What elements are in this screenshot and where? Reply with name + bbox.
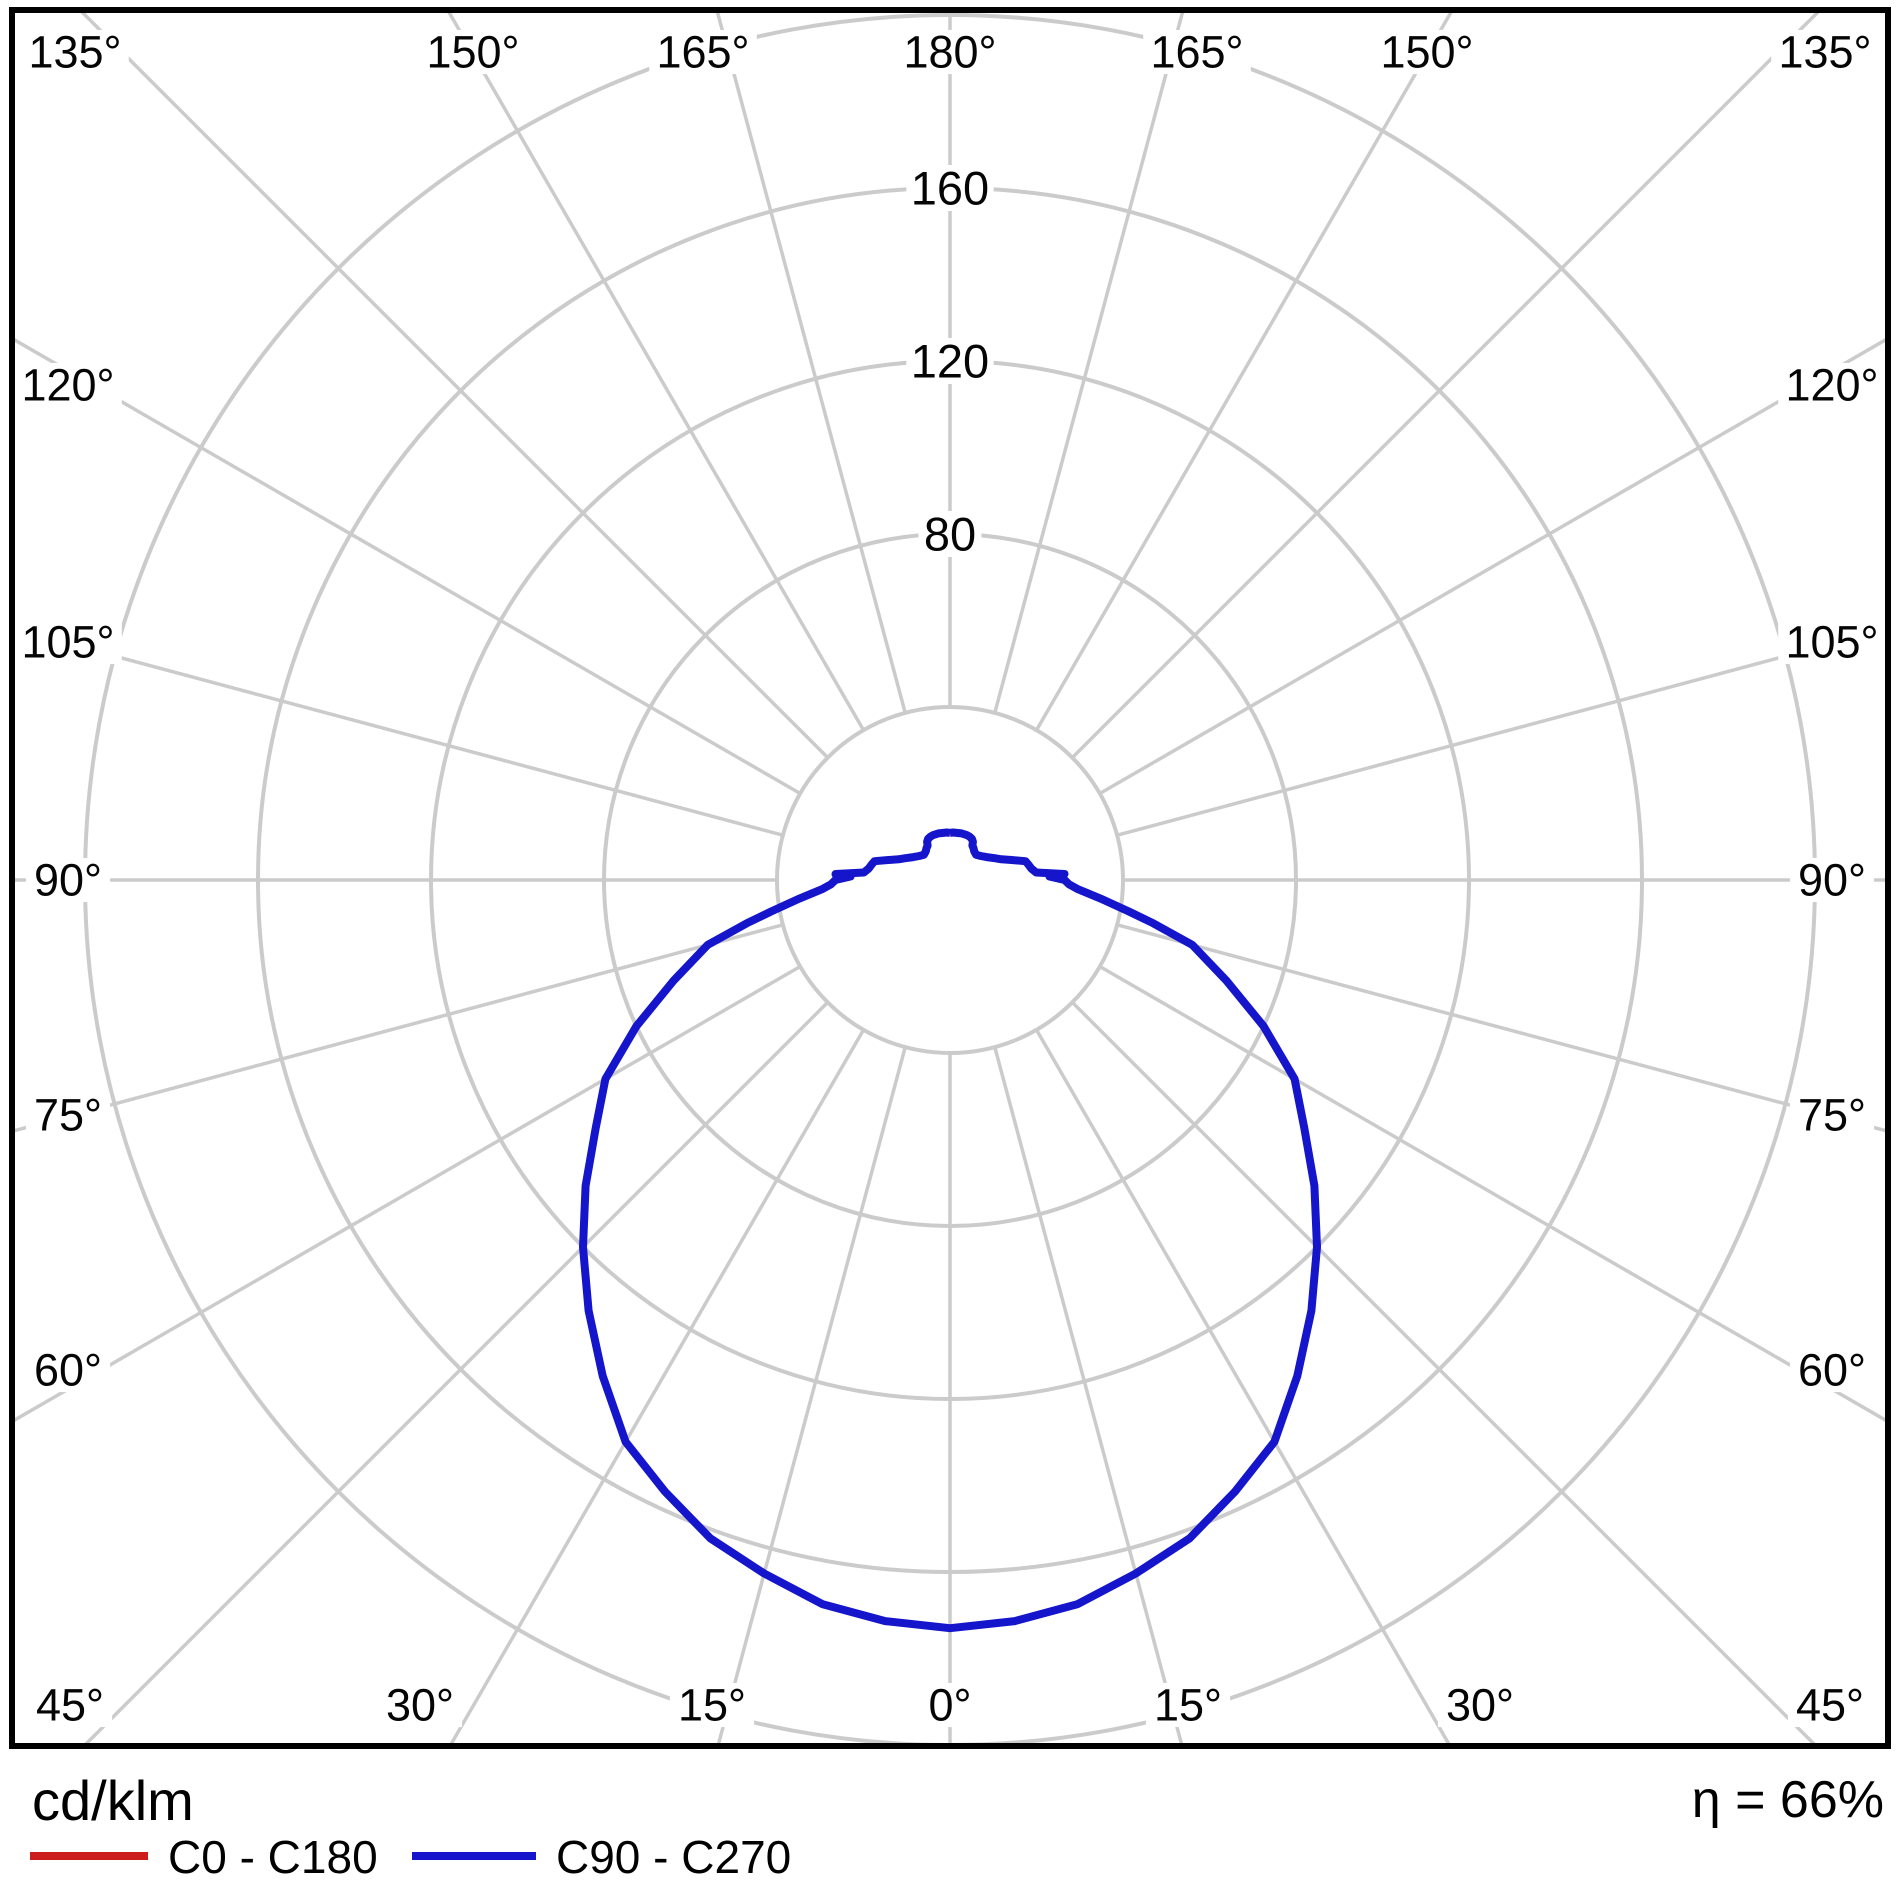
angle-label-top-4: 165° [1150, 27, 1243, 78]
radial-line-255 [12, 626, 784, 837]
angle-label-bottom-2: 15° [678, 1680, 746, 1731]
angle-label-left-1-bg [14, 619, 122, 665]
angle-label-bottom-3-bg [919, 1682, 981, 1728]
ring-label-80: 80 [924, 508, 976, 561]
angle-label-top-0: 135° [28, 27, 121, 78]
curve-c90-c270 [579, 828, 1321, 1633]
angle-label-top-2: 165° [656, 27, 749, 78]
angle-label-top-3: 180° [903, 27, 996, 78]
angle-label-right-0-bg [1778, 362, 1886, 408]
angle-label-right-3-bg [1789, 1092, 1875, 1138]
legend-label-c0-c180: C0 - C180 [168, 1831, 378, 1883]
angle-label-left-4: 60° [34, 1345, 102, 1396]
angle-label-top-6: 135° [1778, 27, 1871, 78]
angle-label-bottom-2-bg [669, 1682, 755, 1728]
radial-line-330 [447, 1028, 866, 1746]
radial-line-240 [12, 336, 802, 796]
angle-label-left-3: 75° [34, 1090, 102, 1141]
axis-labels: 80 120 160 135° 150° 165° 180° 165° 150° 135° 120°… [14, 27, 1886, 1731]
angle-label-right-1-bg [1778, 619, 1886, 665]
angle-label-right-2: 90° [1798, 855, 1866, 906]
radial-line-165 [993, 10, 1185, 714]
legend-label-c90-c270: C90 - C270 [556, 1831, 792, 1883]
radial-line-135 [1071, 10, 1823, 759]
angle-label-left-0-bg [14, 362, 122, 408]
angle-label-bottom-5-bg [1437, 1682, 1523, 1728]
radial-line-195 [715, 10, 907, 714]
angle-label-bottom-0-bg [27, 1682, 113, 1728]
angle-label-bottom-0: 45° [36, 1680, 104, 1731]
radial-line-120 [1098, 336, 1888, 796]
radial-line-15 [993, 1046, 1184, 1746]
legend-line-c0-c180 [30, 1852, 148, 1860]
angle-label-top-6-bg [1771, 29, 1879, 75]
ring-label-80-bg [918, 510, 982, 558]
radial-line-60 [1098, 964, 1888, 1424]
angle-label-top-4-bg [1143, 29, 1251, 75]
angle-label-left-2: 90° [34, 855, 102, 906]
radial-line-105 [1116, 626, 1888, 837]
angle-label-top-1-bg [419, 29, 527, 75]
angle-label-top-3-bg [896, 29, 1004, 75]
angle-label-bottom-4-bg [1145, 1682, 1231, 1728]
ring-label-120: 120 [911, 335, 989, 388]
angle-label-bottom-1: 30° [386, 1680, 454, 1731]
angle-label-bottom-6-bg [1787, 1682, 1873, 1728]
radial-line-285 [12, 923, 784, 1134]
ring-label-160: 160 [911, 162, 989, 215]
radial-line-45 [1071, 1001, 1819, 1746]
angle-label-right-3: 75° [1798, 1090, 1866, 1141]
angle-label-top-0-bg [21, 29, 129, 75]
efficiency-label: η = 66% [1691, 1771, 1884, 1829]
angle-label-left-2-bg [25, 857, 111, 903]
angle-label-left-3-bg [25, 1092, 111, 1138]
angle-label-left-4-bg [25, 1347, 111, 1393]
angle-label-top-5-bg [1373, 29, 1481, 75]
radial-line-315 [81, 1001, 829, 1746]
ring-label-160-bg [906, 164, 994, 212]
angle-label-right-1: 105° [1785, 617, 1878, 668]
legend-line-c90-c270 [412, 1852, 536, 1860]
angle-label-bottom-6: 45° [1796, 1680, 1864, 1731]
angle-label-top-1: 150° [426, 27, 519, 78]
angle-label-right-2-bg [1789, 857, 1875, 903]
radial-line-345 [716, 1046, 907, 1746]
angle-label-top-5: 150° [1380, 27, 1473, 78]
angle-label-bottom-5: 30° [1446, 1680, 1514, 1731]
angle-label-bottom-1-bg [377, 1682, 463, 1728]
angle-label-bottom-4: 15° [1154, 1680, 1222, 1731]
units-label: cd/klm [32, 1769, 194, 1832]
ring-label-120-bg [906, 337, 994, 385]
angle-label-bottom-3: 0° [928, 1680, 971, 1731]
angle-label-top-2-bg [649, 29, 757, 75]
radial-line-75 [1116, 923, 1888, 1134]
angle-label-right-0: 120° [1785, 360, 1878, 411]
angle-label-left-0: 120° [21, 360, 114, 411]
radial-line-30 [1034, 1028, 1453, 1746]
angle-label-right-4-bg [1789, 1347, 1875, 1393]
radial-line-150 [1034, 10, 1455, 732]
radial-line-225 [77, 10, 829, 759]
radial-line-300 [12, 964, 802, 1424]
angle-label-right-4: 60° [1798, 1345, 1866, 1396]
radial-line-210 [445, 10, 866, 732]
plot-border [9, 7, 1891, 1749]
angle-label-left-1: 105° [21, 617, 114, 668]
